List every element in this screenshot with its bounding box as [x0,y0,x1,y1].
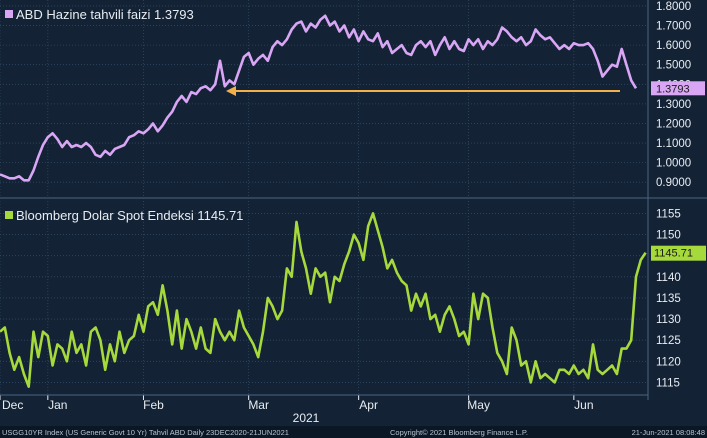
treasury-y-tick-label: 1.0000 [656,158,691,170]
treasury-last-value-badge [651,81,705,96]
dollar-y-tick-label: 1115 [656,377,680,389]
treasury-y-tick-label: 0.9000 [656,177,691,189]
x-tick-label: Feb [143,398,164,412]
footer-bar [0,426,707,438]
treasury-y-tick-label: 1.6000 [656,40,691,52]
dollar-last-value-badge [651,245,706,261]
dollar-y-tick-label: 1120 [656,356,681,368]
treasury-last-value: 1.3793 [656,83,690,95]
footer-timestamp: 21-Jun-2021 08:08:48 [632,428,705,437]
treasury-line [0,14,638,182]
year-label: 2021 [293,411,320,425]
annotation-arrowhead [226,86,236,96]
bottom-y-axis-ticks: 115511501145114011351130112511201115 [656,208,681,389]
x-tick-label: Jan [48,398,67,412]
treasury-y-tick-label: 1.1000 [656,138,691,150]
dollar-last-value: 1145.71 [654,248,693,260]
treasury-y-tick-label: 1.8000 [656,1,691,13]
x-axis: Dec Jan Feb Mar Apr May Jun [0,394,648,412]
dollar-y-tick-label: 1155 [656,208,681,220]
treasury-legend-swatch [5,10,13,18]
top-chart-gridlines [0,0,648,197]
treasury-yield-series [0,14,638,182]
treasury-y-tick-label: 1.3000 [656,99,691,111]
x-tick-label: Mar [248,398,269,412]
x-tick-label: Apr [359,398,378,412]
dollar-y-tick-label: 1140 [656,272,681,284]
treasury-legend-label: ABD Hazine tahvili faizi 1.3793 [16,7,194,22]
x-tick-label: Jun [574,398,593,412]
dollar-y-tick-label: 1150 [656,230,681,242]
treasury-y-tick-label: 1.2000 [656,118,691,130]
dollar-index-series [0,212,647,389]
dollar-line [0,212,647,389]
footer-copyright: Copyright© 2021 Bloomberg Finance L.P. [390,428,528,437]
footer-source: USGG10YR Index (US Generic Govt 10 Yr) T… [2,428,289,437]
x-tick-label: May [467,398,490,412]
dollar-y-tick-label: 1135 [656,293,681,305]
treasury-y-tick-label: 1.7000 [656,21,691,33]
dollar-legend-label: Bloomberg Dolar Spot Endeksi 1145.71 [16,208,243,223]
treasury-y-tick-label: 1.5000 [656,60,691,72]
dollar-y-tick-label: 1130 [656,314,681,326]
x-tick-label: Dec [2,398,23,412]
dollar-legend-swatch [5,211,13,219]
dollar-y-tick-label: 1125 [656,335,681,347]
